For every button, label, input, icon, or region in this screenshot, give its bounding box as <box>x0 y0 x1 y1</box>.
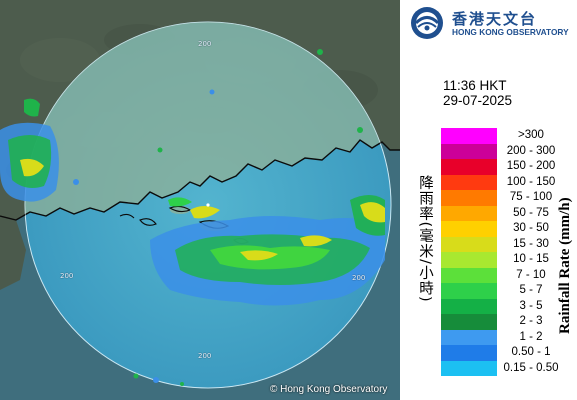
rainfall-rate-legend: >300 200 - 300 150 - 200 100 - 150 75 - 100 5… <box>441 128 571 376</box>
legend-swatch <box>441 128 497 144</box>
legend-row: 200 - 300 <box>441 143 571 159</box>
range-rings <box>24 21 392 389</box>
range-label-east: 200 <box>352 274 366 282</box>
legend-row: 100 - 150 <box>441 174 571 190</box>
legend-label: 30 - 50 <box>512 222 550 234</box>
legend-row: 30 - 50 <box>441 221 571 237</box>
rain-echoes <box>0 49 385 386</box>
legend-row: 5 - 7 <box>441 283 571 299</box>
legend-label: >300 <box>517 129 545 141</box>
org-name-english: HONG KONG OBSERVATORY <box>452 27 569 37</box>
legend-swatch <box>441 159 497 175</box>
land-west <box>0 216 26 290</box>
legend-row: >300 <box>441 128 571 144</box>
radar-map: 200 200 200 200 © Hong Kong Observatory <box>0 0 400 400</box>
legend-label: 0.50 - 1 <box>510 346 552 358</box>
range-label-south: 200 <box>198 352 212 360</box>
legend-swatch <box>441 190 497 206</box>
legend-swatch <box>441 267 497 283</box>
legend-label: 0.15 - 0.50 <box>502 361 560 374</box>
legend-row: 7 - 10 <box>441 267 571 283</box>
legend-title-chinese: 降雨率(毫米/小時) <box>417 175 433 303</box>
legend-row: 0.50 - 1 <box>441 345 571 361</box>
coastline <box>0 139 400 221</box>
org-name-chinese: 香港天文台 <box>452 10 538 28</box>
legend-row: 3 - 5 <box>441 298 571 314</box>
legend-label: 50 - 75 <box>512 206 550 219</box>
legend-label: 200 - 300 <box>505 144 557 157</box>
hko-logo: 香港天文台 HONG KONG OBSERVATORY <box>410 6 570 40</box>
legend-row: 10 - 15 <box>441 252 571 268</box>
legend-swatch <box>441 174 497 190</box>
hko-emblem-icon <box>411 7 443 39</box>
range-label-west: 200 <box>60 272 74 280</box>
radar-map-canvas <box>0 0 400 400</box>
legend-swatch <box>441 329 497 345</box>
legend-swatch <box>441 143 497 159</box>
image-date: 29-07-2025 <box>443 93 513 108</box>
legend-label: 5 - 7 <box>518 284 544 296</box>
legend-label: 10 - 15 <box>512 253 550 265</box>
range-label-north: 200 <box>198 40 212 48</box>
legend-swatch <box>441 345 497 361</box>
legend-swatch <box>441 314 497 330</box>
legend-label: 15 - 30 <box>512 237 550 250</box>
legend-row: 1 - 2 <box>441 329 571 345</box>
legend-row: 50 - 75 <box>441 205 571 221</box>
legend-label: 75 - 100 <box>508 191 554 203</box>
legend-swatch <box>441 221 497 237</box>
legend-swatch <box>441 205 497 221</box>
legend-row: 0.15 - 0.50 <box>441 360 571 376</box>
map-copyright: © Hong Kong Observatory <box>270 384 388 395</box>
legend-label: 7 - 10 <box>515 268 547 281</box>
legend-row: 150 - 200 <box>441 159 571 175</box>
legend-row: 2 - 3 <box>441 314 571 330</box>
legend-swatch <box>441 252 497 268</box>
legend-label: 150 - 200 <box>505 160 557 172</box>
legend-label: 1 - 2 <box>518 330 544 343</box>
legend-swatch <box>441 283 497 299</box>
radar-centre <box>206 203 210 207</box>
legend-row: 15 - 30 <box>441 236 571 252</box>
image-time: 11:36 HKT <box>443 78 507 93</box>
legend-label: 3 - 5 <box>518 299 544 312</box>
legend-swatch <box>441 360 497 376</box>
legend-row: 75 - 100 <box>441 190 571 206</box>
legend-label: 100 - 150 <box>505 175 557 188</box>
legend-swatch <box>441 236 497 252</box>
legend-swatch <box>441 298 497 314</box>
legend-label: 2 - 3 <box>518 315 544 327</box>
